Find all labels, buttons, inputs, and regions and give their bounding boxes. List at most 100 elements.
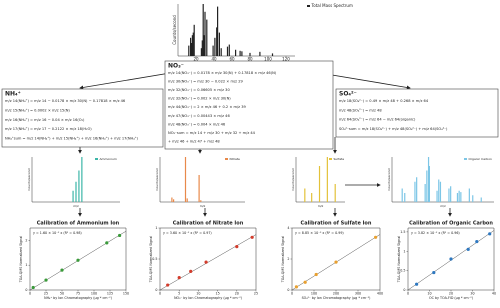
bar	[192, 32, 194, 56]
equation: m/z 30(NO₃⁻) = m/z 30 − 0.022 × m/z 29	[168, 80, 243, 84]
equation: m/z 64(SO₄²⁻) = m/z 64 − m/z 64(organic)	[339, 118, 416, 122]
bar	[448, 188, 450, 202]
equation: m/z 47(NO₃⁻) = 0.00443 × m/z 46	[168, 114, 230, 118]
bar	[235, 49, 237, 56]
legend-swatch	[464, 158, 467, 160]
equation: m/z 14(NH₄⁺) = m/z 14 − 0.0178 × m/z 30(…	[5, 99, 126, 103]
legend-label: Total Mass Spectrum	[311, 3, 353, 8]
bar	[200, 200, 202, 202]
bar	[416, 177, 418, 202]
axis	[177, 4, 295, 57]
y-axis-label: Counts/second	[27, 168, 31, 190]
equation: + m/z 46 + m/z 47 + m/z 48	[168, 139, 220, 143]
x-tick-label: 10	[196, 292, 200, 296]
bar	[217, 6, 219, 57]
point	[303, 280, 307, 284]
legend-label: Ammonium	[100, 157, 117, 161]
x-tick-label: 20	[235, 292, 239, 296]
bar	[203, 35, 205, 56]
y-tick-label: 1	[25, 263, 27, 267]
equation: m/z 32(NO₃⁻) = 0.06605 × m/z 30	[168, 88, 230, 92]
point	[44, 278, 48, 282]
bar	[239, 50, 241, 56]
bar	[468, 188, 470, 202]
axis	[31, 157, 120, 203]
y-axis-label: Counts/second	[155, 168, 159, 190]
x-tick-label: 0	[29, 292, 31, 296]
equation: NO₃⁻sum = m/z 14 + m/z 30 + m/z 32 + m/z…	[168, 131, 256, 135]
bar	[304, 188, 306, 202]
y-axis-label: Counts/second	[172, 15, 177, 45]
chart-title: Calibration of Sulfate Ion	[301, 221, 372, 227]
y-tick-label: 0.5	[400, 269, 405, 273]
x-axis-label: NO₃⁻ by Ion Chromatography (μg * cm⁻²)	[174, 296, 242, 300]
bar	[450, 186, 452, 202]
x-axis-label: SO₄²⁻ by Ion Chromatography (μg * cm⁻²)	[302, 296, 371, 300]
equation: m/z 32(NO₃⁻) = 0.002 × m/z 30(N)	[168, 97, 231, 101]
point	[76, 258, 80, 262]
equation-box	[164, 60, 334, 150]
x-axis-label: NH₄⁺ by Ion Chromatography (μg * cm⁻²)	[44, 296, 112, 300]
y-axis-label: Counts/second	[387, 168, 391, 190]
bar	[249, 52, 251, 56]
bar	[171, 197, 173, 202]
y-tick-label: 4	[287, 226, 289, 230]
bar	[401, 188, 403, 202]
legend-label: Organic Carbon	[469, 157, 493, 161]
x-tick-label: 100	[311, 292, 317, 296]
point	[334, 260, 338, 264]
bar	[458, 190, 460, 202]
x-tick-label: 120	[282, 57, 290, 62]
point	[60, 268, 64, 272]
x-tick-label: 25	[44, 292, 48, 296]
bar	[220, 48, 222, 56]
x-tick-label: 150	[123, 292, 129, 296]
equation: m/z 44(NO₃⁻) = 2 × m/z 46 + 0.2 × m/z 39	[168, 105, 246, 109]
bar	[191, 35, 193, 56]
x-tick-label: 100	[91, 292, 97, 296]
x-tick-label: 80	[247, 57, 253, 62]
bar	[193, 24, 195, 56]
box-title: SO₄²⁻	[339, 91, 357, 98]
point	[250, 235, 254, 239]
y-tick-label: 1.5	[400, 230, 405, 234]
bar	[226, 46, 229, 56]
x-tick-label: 5	[178, 292, 180, 296]
bar	[241, 51, 243, 56]
equation: m/z 48(SO₄²⁻) = m/z 48	[339, 108, 382, 112]
bar	[200, 48, 202, 56]
x-tick-label: 0	[159, 292, 161, 296]
axis	[160, 227, 257, 290]
legend-label: Nitrate	[230, 157, 241, 161]
bar	[480, 197, 482, 202]
bar	[326, 157, 328, 202]
chart-title: Calibration of Ammonium Ion	[37, 221, 120, 227]
bar	[472, 195, 474, 202]
bar	[438, 179, 440, 202]
bar	[190, 43, 193, 56]
point	[314, 272, 318, 277]
equation: m/z 15(NH₄⁺) = 0.0002 × m/z 15(N)	[5, 108, 70, 112]
y-axis-label: Counts/second	[291, 168, 295, 190]
axis	[391, 157, 494, 203]
axis	[292, 227, 381, 290]
bar	[216, 27, 218, 56]
bar	[271, 53, 274, 56]
point	[374, 235, 378, 239]
x-tick-label: 125	[107, 292, 113, 296]
x-tick-label: 75	[76, 292, 80, 296]
bar	[81, 157, 83, 202]
equation-box	[1, 88, 164, 148]
x-tick-label: 60	[229, 57, 235, 62]
fit-line	[159, 234, 257, 291]
point	[475, 239, 479, 244]
box-title: NH₄⁺	[5, 91, 21, 98]
bar	[311, 193, 313, 202]
annotation: y = 1.60 × 10⁻² x (R² = 0.98)	[33, 231, 82, 235]
bar	[201, 40, 203, 56]
bar	[334, 184, 336, 202]
x-tick-label: 50	[60, 292, 64, 296]
y-axis-label: TOA-QMS Normalized Signal	[19, 236, 23, 284]
chart-title: Calibration of Nitrate Ion	[173, 221, 244, 227]
y-tick-label: 0	[287, 288, 289, 292]
